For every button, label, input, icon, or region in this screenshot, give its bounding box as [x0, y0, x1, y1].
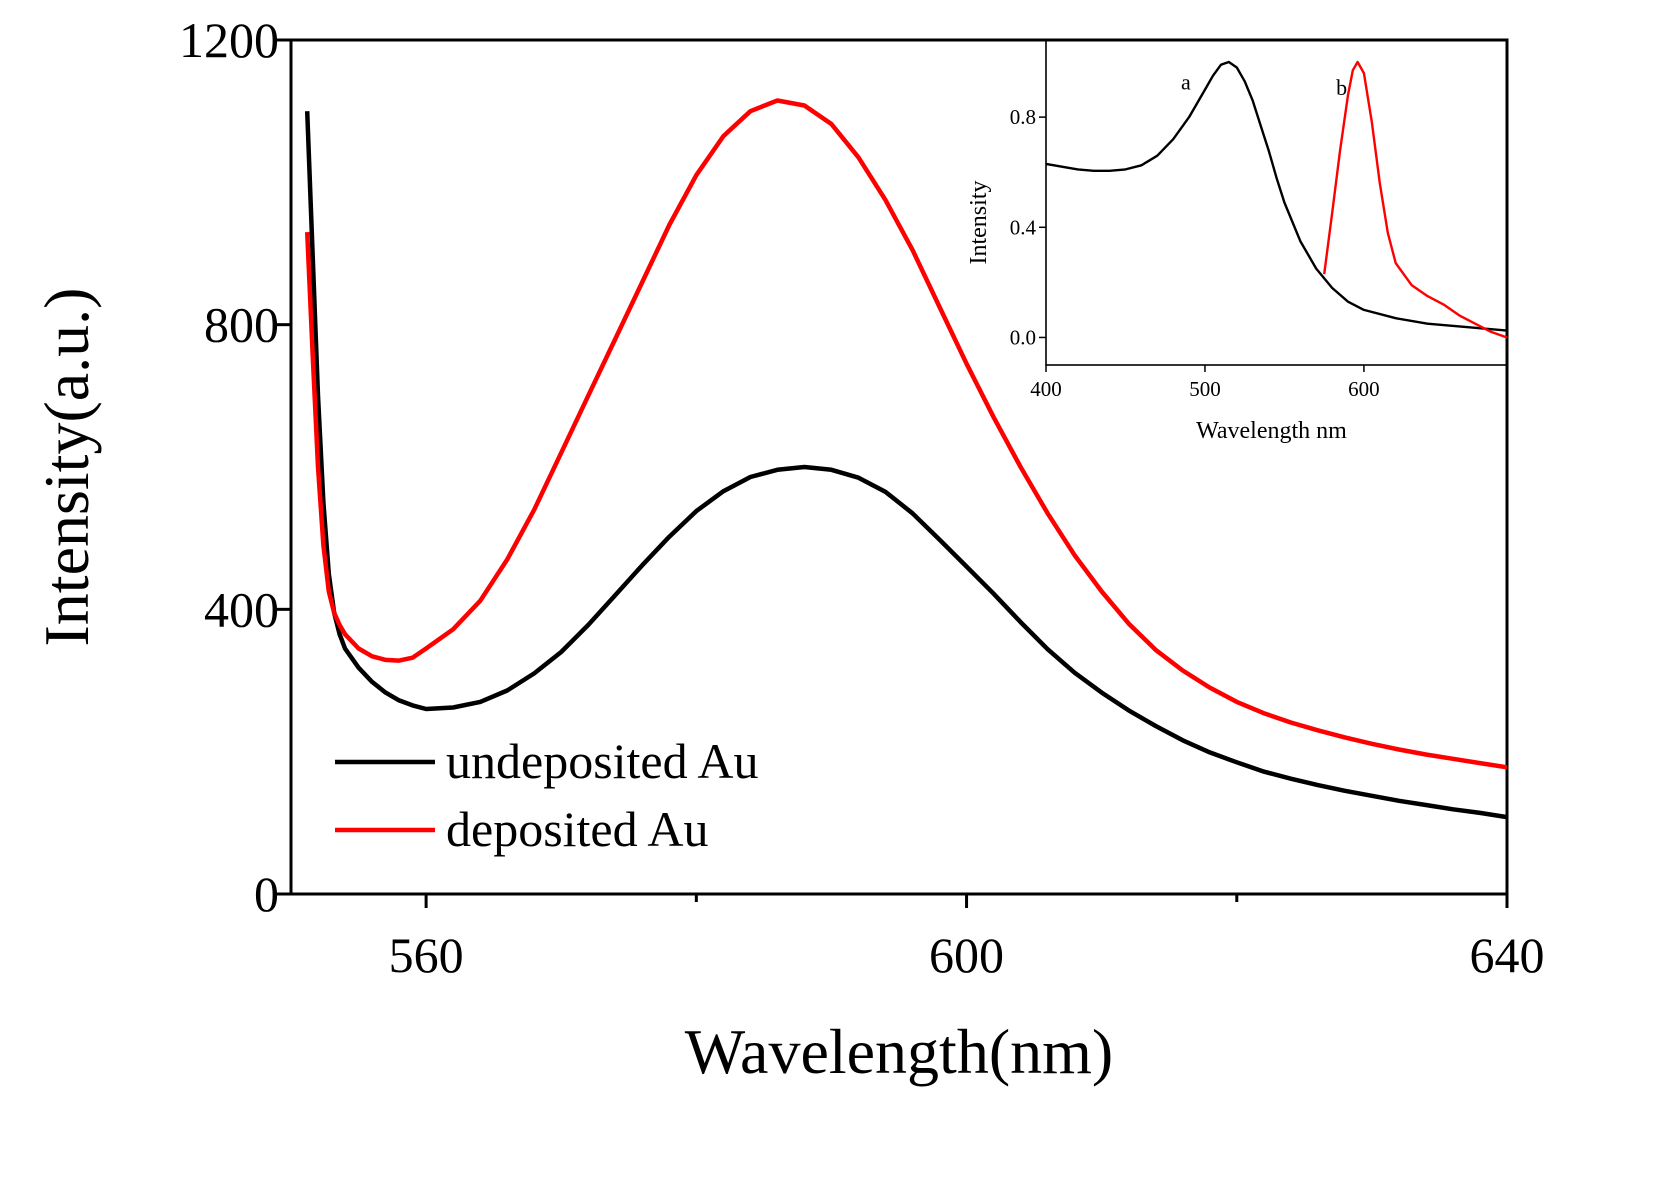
inset-plot: 400 500 600 0.0 0.4 0.8 Wavelength nm Intensity… — [966, 39, 1508, 444]
main-x-tick-label: 600 — [929, 927, 1004, 983]
main-plot: 560 600 640 0 400 800 1200 Wavelength(nm) Intens… — [31, 12, 1545, 1087]
main-legend: undeposited Au deposited Au — [335, 733, 758, 857]
main-series-line-1 — [304, 98, 1508, 770]
inset-annotation-a: a — [1181, 70, 1191, 95]
main-y-tick-label: 400 — [204, 581, 279, 637]
main-series-line-0 — [304, 111, 1508, 820]
main-x-tick-label: 640 — [1470, 927, 1545, 983]
inset-x-tick-label: 400 — [1030, 377, 1062, 401]
legend-label-1: deposited Au — [446, 801, 708, 857]
inset-series-line-1 — [1323, 60, 1508, 339]
inset-y-tick-label: 0.8 — [1010, 105, 1036, 129]
inset-plot-frame — [1045, 39, 1508, 366]
legend-label-0: undeposited Au — [446, 733, 758, 789]
inset-y-tick-label: 0.0 — [1010, 325, 1036, 349]
inset-annotation-b: b — [1336, 75, 1347, 100]
inset-series-line-0 — [1045, 60, 1508, 332]
main-x-axis-label: Wavelength(nm) — [685, 1016, 1113, 1087]
inset-x-axis-label: Wavelength nm — [1196, 418, 1347, 444]
inset-x-tick-label: 600 — [1348, 377, 1380, 401]
main-y-axis-label: Intensity(a.u.) — [31, 288, 102, 647]
inset-y-axis-label: Intensity — [966, 181, 992, 265]
main-plot-frame — [289, 38, 1509, 896]
inset-x-tick-label: 500 — [1189, 377, 1221, 401]
main-y-tick-label: 800 — [204, 297, 279, 353]
main-y-tick-label: 0 — [254, 866, 279, 922]
inset-y-tick-label: 0.4 — [1010, 215, 1037, 239]
main-x-tick-label: 560 — [389, 927, 464, 983]
main-y-tick-label: 1200 — [179, 12, 279, 68]
